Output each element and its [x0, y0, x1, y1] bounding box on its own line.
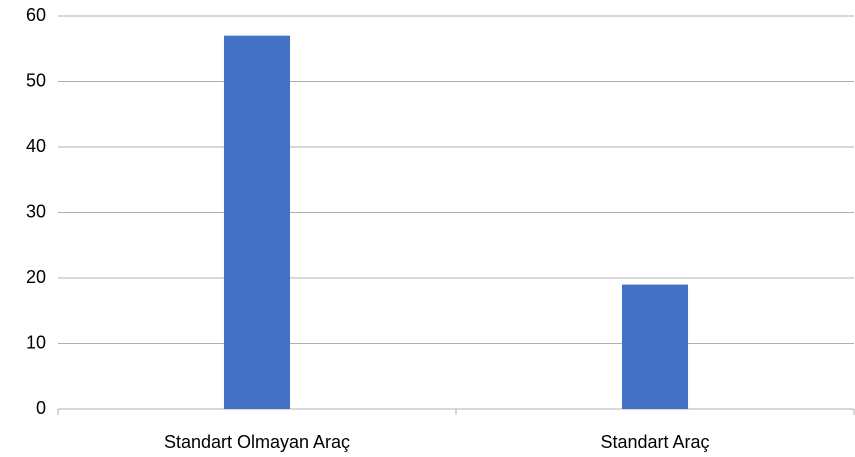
y-tick-label: 10 — [26, 332, 46, 352]
y-tick-label: 60 — [26, 5, 46, 25]
y-tick-label: 30 — [26, 201, 46, 221]
y-tick-label: 0 — [36, 398, 46, 418]
x-tick-label: Standart Olmayan Araç — [164, 432, 350, 452]
y-tick-label: 50 — [26, 70, 46, 90]
y-tick-label: 40 — [26, 136, 46, 156]
x-tick-label: Standart Araç — [600, 432, 709, 452]
bar — [621, 284, 689, 409]
bar — [223, 35, 291, 410]
y-tick-label: 20 — [26, 267, 46, 287]
